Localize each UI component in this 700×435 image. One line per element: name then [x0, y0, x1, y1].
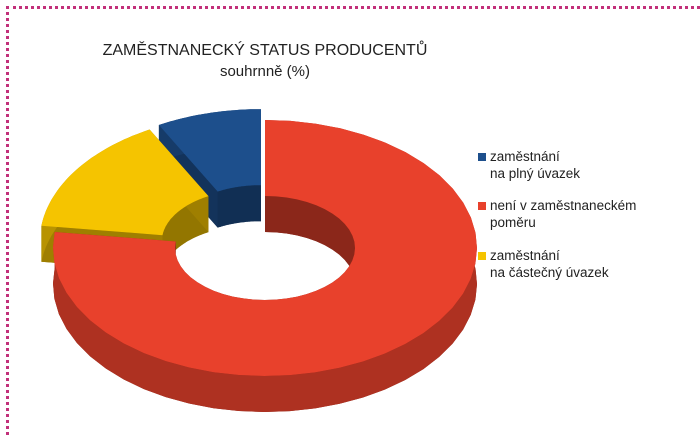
legend-label: zaměstnání na plný úvazek — [490, 149, 581, 181]
slice-inner-wall — [217, 185, 261, 228]
donut-slice — [53, 120, 477, 376]
legend-item: zaměstnání na plný úvazek — [478, 148, 581, 182]
legend-label: zaměstnání na částečný úvazek — [490, 248, 609, 280]
legend-item: není v zaměstnaneckém poměru — [478, 197, 637, 231]
donut-slice — [41, 129, 209, 236]
legend-swatch — [478, 153, 486, 161]
legend-swatch — [478, 202, 486, 210]
donut-slice — [158, 109, 261, 192]
legend-label: není v zaměstnaneckém poměru — [490, 198, 637, 230]
chart-title: ZAMĚSTNANECKÝ STATUS PRODUCENTŮ — [102, 42, 428, 59]
chart-subtitle: souhrnně (%) — [219, 63, 311, 80]
legend-swatch — [478, 252, 486, 260]
dotted-border — [6, 6, 700, 435]
legend-item: zaměstnání na částečný úvazek — [478, 247, 609, 281]
